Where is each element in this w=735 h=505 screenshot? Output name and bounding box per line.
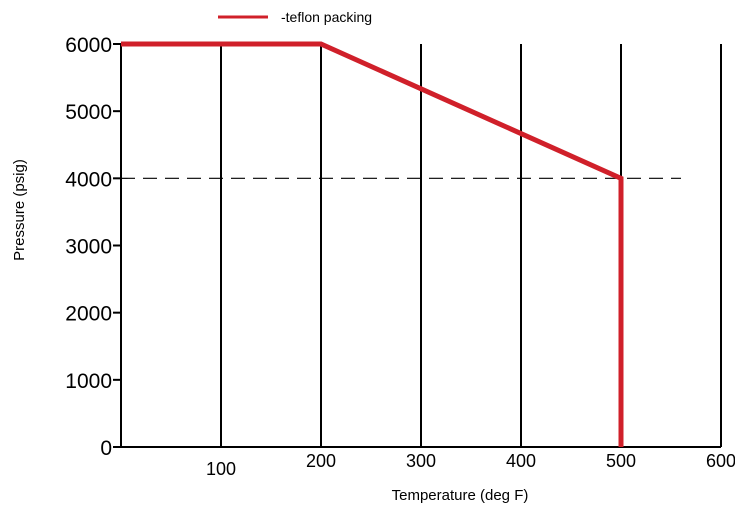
x-tick-label-300: 300 bbox=[406, 451, 436, 471]
y-tick-label-3000: 3000 bbox=[65, 236, 112, 259]
x-tick-labels: 100 200 300 400 500 600 bbox=[206, 451, 735, 479]
x-tick-label-200: 200 bbox=[306, 451, 336, 471]
x-tick-label-100: 100 bbox=[206, 459, 236, 479]
legend: -teflon packing bbox=[218, 9, 372, 25]
y-tick-label-5000: 5000 bbox=[65, 101, 112, 124]
x-tick-label-500: 500 bbox=[606, 451, 636, 471]
axes bbox=[113, 43, 721, 448]
y-tick-label-4000: 4000 bbox=[65, 168, 112, 191]
x-tick-label-600: 600 bbox=[706, 451, 735, 471]
y-tick-label-1000: 1000 bbox=[65, 370, 112, 393]
y-tick-label-0: 0 bbox=[100, 437, 112, 460]
y-tick-label-6000: 6000 bbox=[65, 34, 112, 57]
series-lines bbox=[120, 41, 624, 448]
y-tick-labels: 0 1000 2000 3000 4000 5000 6000 bbox=[65, 34, 112, 460]
y-axis-label: Pressure (psig) bbox=[11, 159, 28, 261]
x-axis-label: Temperature (deg F) bbox=[392, 487, 529, 504]
legend-entry-label: -teflon packing bbox=[281, 9, 372, 25]
series-line-teflon-packing bbox=[121, 41, 624, 447]
x-tick-label-400: 400 bbox=[506, 451, 536, 471]
y-tick-label-2000: 2000 bbox=[65, 303, 112, 326]
vertical-gridlines bbox=[220, 44, 722, 447]
